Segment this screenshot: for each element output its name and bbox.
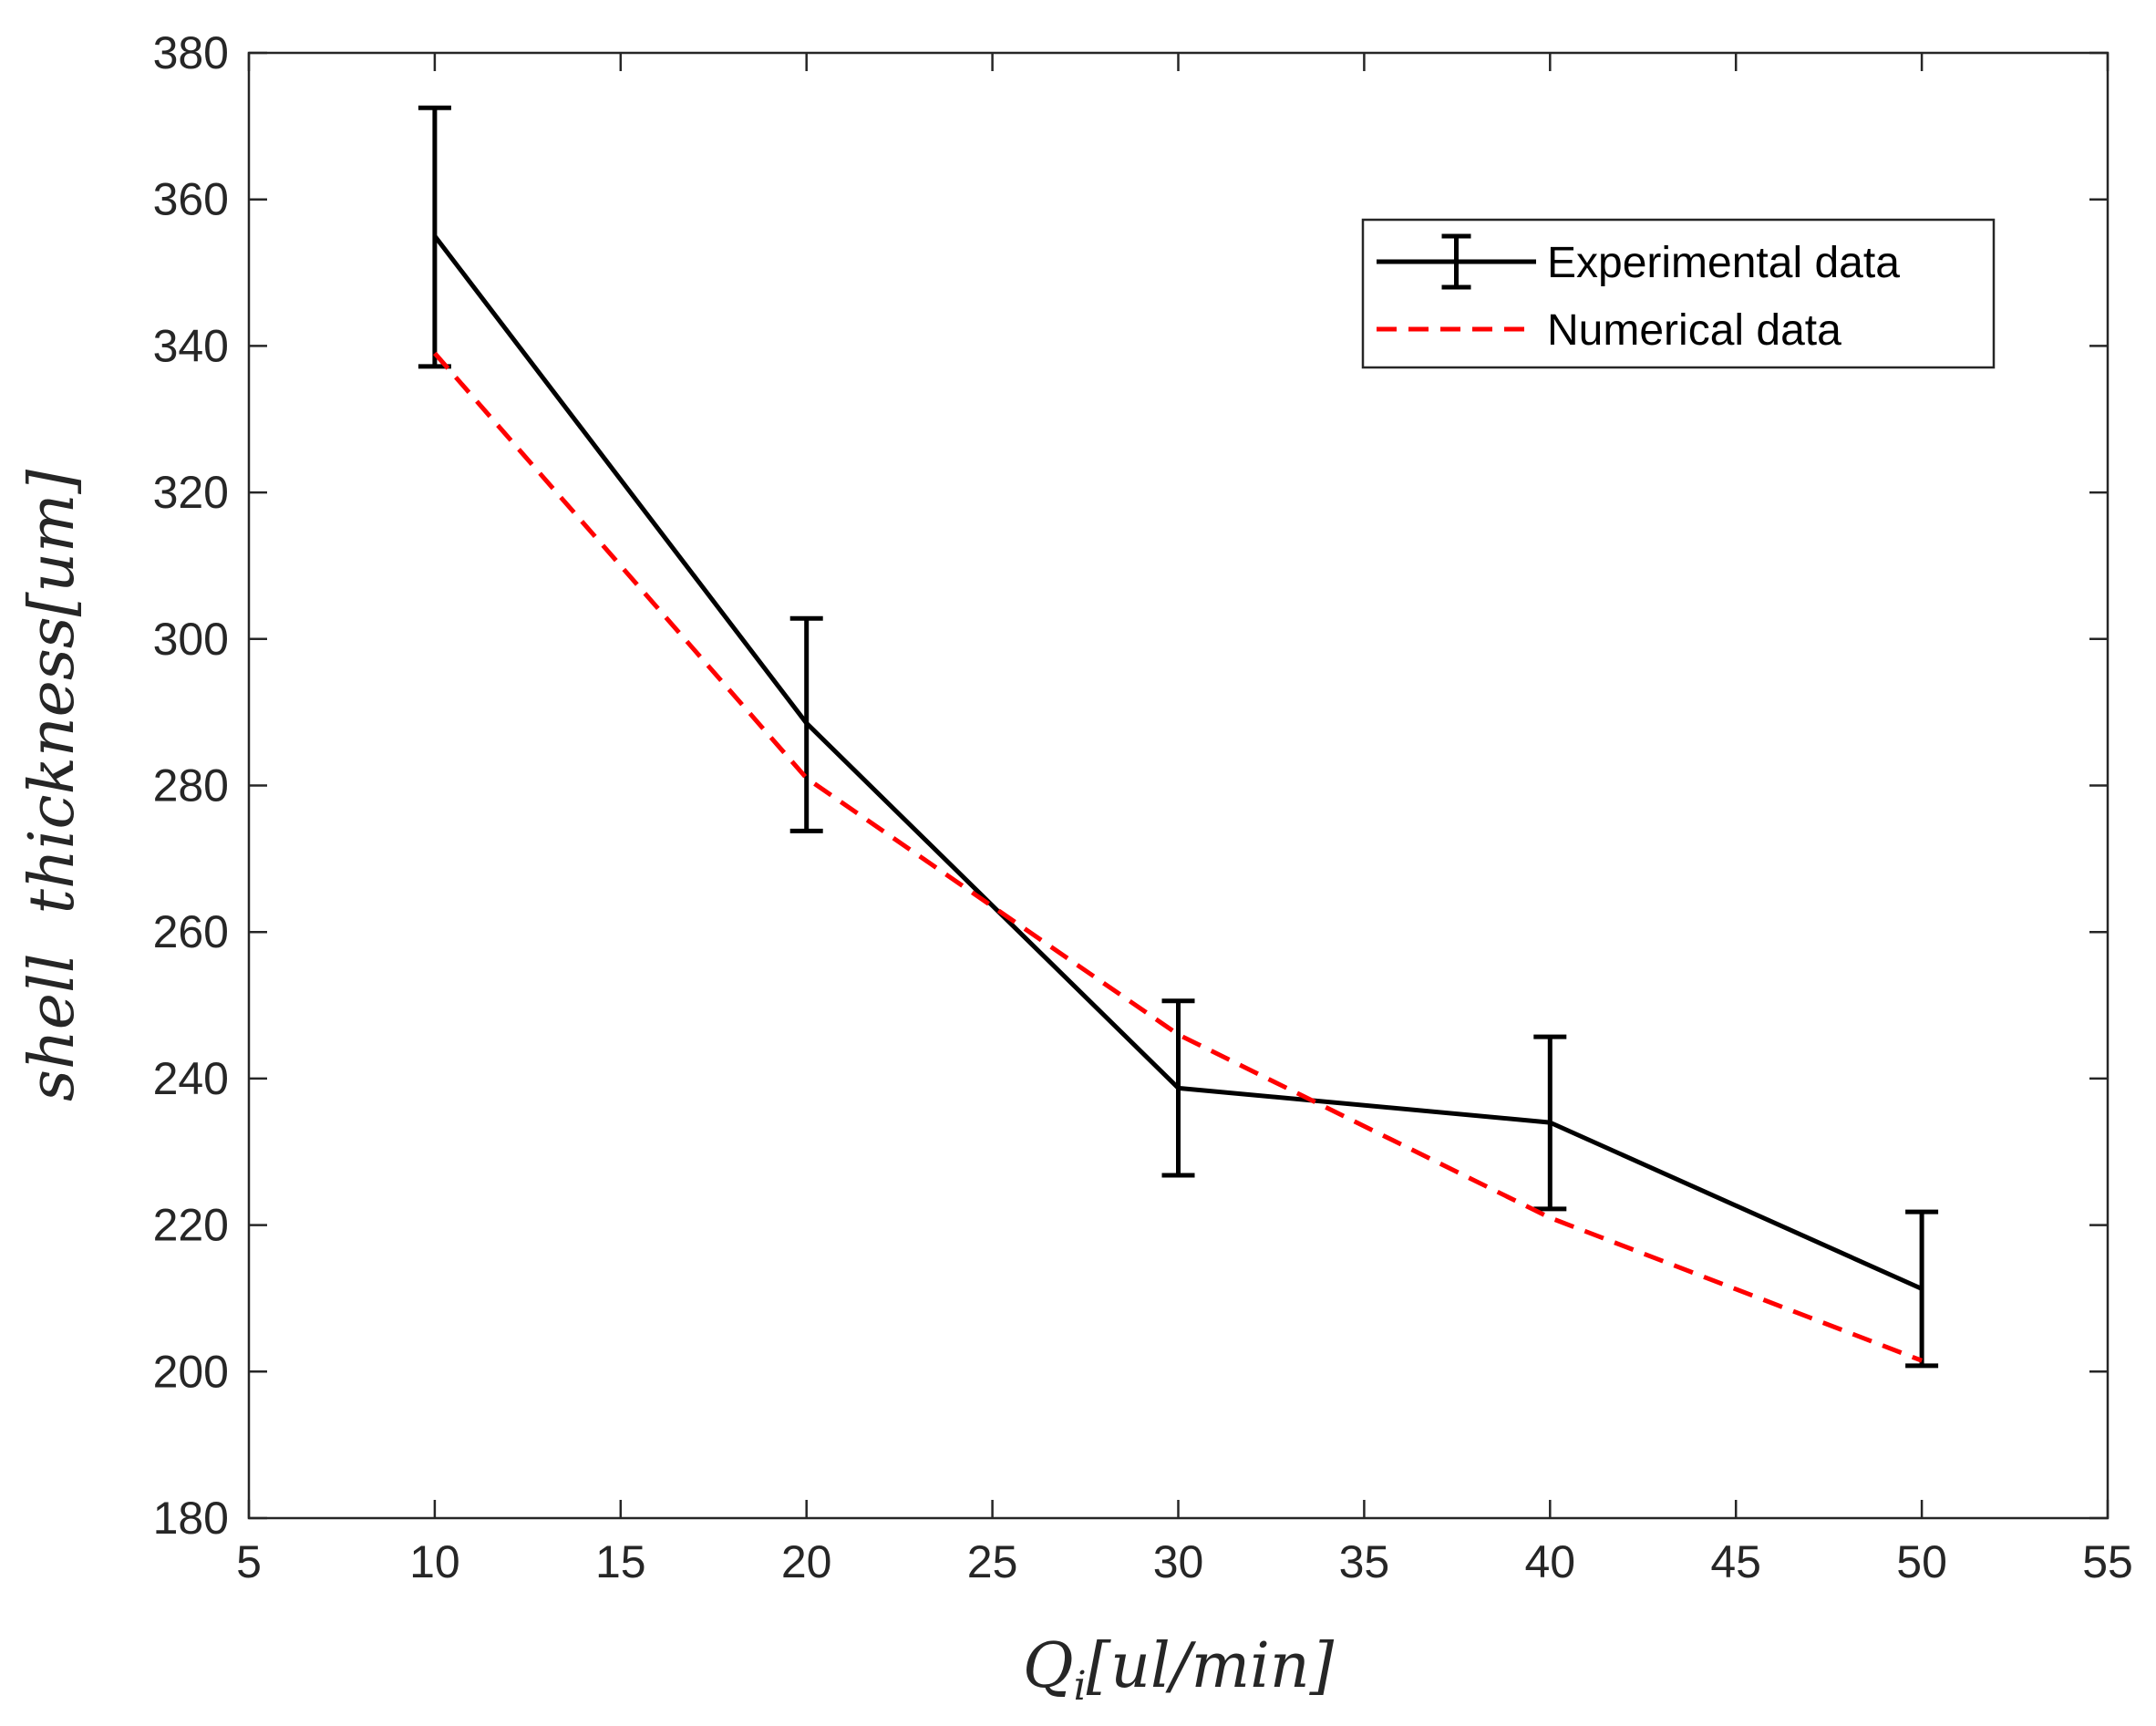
legend-label: Experimental data bbox=[1547, 239, 1900, 287]
x-axis-title-units: [ul/min] bbox=[1087, 1630, 1335, 1702]
legend-label: Numerical data bbox=[1547, 306, 1841, 355]
y-tick-label: 240 bbox=[153, 1053, 229, 1104]
y-tick-label: 180 bbox=[153, 1493, 229, 1544]
legend: Experimental data Numerical data bbox=[1361, 218, 1996, 369]
x-tick-label: 25 bbox=[967, 1536, 1018, 1587]
y-tick-label: 360 bbox=[153, 174, 229, 225]
x-axis-title: Qi[ul/min] bbox=[1023, 1630, 1335, 1710]
y-tick-label: 260 bbox=[153, 906, 229, 957]
x-tick-label: 50 bbox=[1896, 1536, 1947, 1587]
y-tick-label: 380 bbox=[153, 27, 229, 78]
x-tick-label: 5 bbox=[236, 1536, 262, 1587]
error-bar bbox=[789, 615, 823, 833]
x-tick-label: 40 bbox=[1524, 1536, 1575, 1587]
x-axis-title-subscript: i bbox=[1074, 1663, 1087, 1710]
y-tick-label: 220 bbox=[153, 1200, 229, 1251]
y-tick-label: 300 bbox=[153, 614, 229, 665]
x-tick-label: 30 bbox=[1153, 1536, 1204, 1587]
x-axis-title-main: Q bbox=[1023, 1630, 1074, 1702]
y-axis-title: shell thickness[um] bbox=[16, 470, 88, 1101]
x-tick-label: 45 bbox=[1710, 1536, 1761, 1587]
error-bar bbox=[1161, 998, 1195, 1178]
error-bar bbox=[1533, 1034, 1567, 1212]
y-tick-label: 280 bbox=[153, 760, 229, 811]
tick-layer: 5 10 15 20 25 30 35 40 45 50 55 180 200 220 240 260 280 3… bbox=[153, 27, 2133, 1587]
legend-box bbox=[1361, 218, 1996, 369]
series-layer bbox=[418, 105, 1939, 1369]
y-tick-label: 200 bbox=[153, 1346, 229, 1397]
error-bar bbox=[1905, 1209, 1939, 1369]
x-tick-label: 10 bbox=[409, 1536, 460, 1587]
x-tick-label: 15 bbox=[595, 1536, 646, 1587]
legend-items: Experimental data Numerical data bbox=[1377, 233, 1900, 355]
x-tick-label: 55 bbox=[2082, 1536, 2133, 1587]
y-tick-label: 340 bbox=[153, 320, 229, 371]
x-tick-label: 35 bbox=[1339, 1536, 1390, 1587]
y-tick-label: 320 bbox=[153, 467, 229, 518]
x-tick-label: 20 bbox=[781, 1536, 832, 1587]
